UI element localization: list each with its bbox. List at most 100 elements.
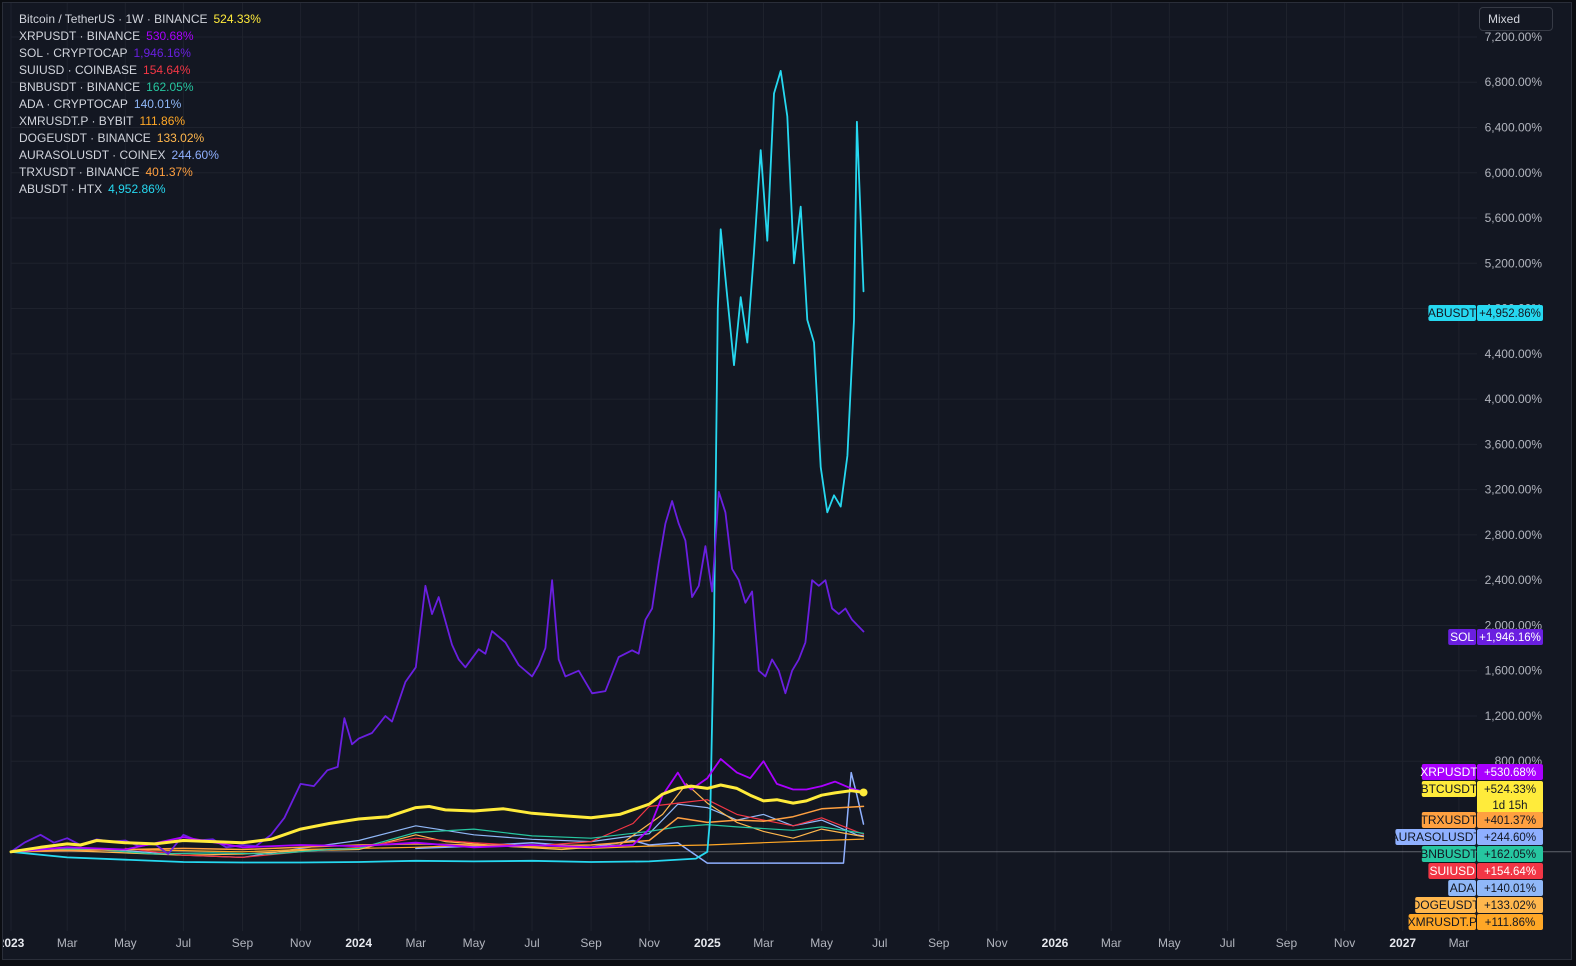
- price-label-value-box: [1477, 897, 1543, 913]
- price-label-xrpusdt[interactable]: XRPUSDT +530.68%: [1420, 764, 1543, 780]
- price-label-name: XMRUSDT.P: [1408, 915, 1477, 929]
- price-label-value: +162.05%: [1484, 849, 1536, 861]
- price-label-trxusdt[interactable]: TRXUSDT +401.37%: [1421, 812, 1543, 828]
- scale-mode-button[interactable]: Mixed: [1479, 7, 1553, 31]
- price-label-name-box: [1428, 305, 1476, 321]
- price-label-name-box: [1421, 846, 1476, 862]
- x-tick-label: Mar: [57, 936, 78, 950]
- y-tick-label: 6,400.00%: [1485, 120, 1543, 134]
- legend-row-aurasol[interactable]: AURASOLUSDT · COINEX 244.60%: [19, 147, 261, 164]
- series-line-bnbusdt[interactable]: [10, 823, 865, 855]
- legend-symbol: Bitcoin / TetherUS · 1W · BINANCE: [19, 12, 208, 26]
- x-tick-label: Sep: [1276, 936, 1298, 950]
- legend-symbol: XRPUSDT · BINANCE: [19, 29, 141, 43]
- x-tick-label: 2027: [1389, 936, 1416, 950]
- x-tick-label: Mar: [1449, 936, 1470, 950]
- legend-value: 4,952.86%: [108, 182, 166, 196]
- price-label-xmrusdt.p[interactable]: XMRUSDT.P +111.86%: [1408, 914, 1543, 930]
- x-tick-label: Sep: [928, 936, 950, 950]
- price-label-ada[interactable]: ADA +140.01%: [1448, 880, 1543, 896]
- price-labels: ABUSDT +4,952.86% SOL +1,946.16% XRPUSDT +530…: [1391, 305, 1543, 930]
- series-line-sol[interactable]: [10, 490, 865, 855]
- price-label-name-box: [1395, 829, 1476, 845]
- price-label-btcusdt[interactable]: BTCUSDT +524.33% 1d 15h: [1421, 781, 1543, 813]
- series-line-xmrusdt[interactable]: [10, 838, 865, 853]
- series-layer: [9, 70, 868, 864]
- legend-row-sui[interactable]: SUIUSD · COINBASE 154.64%: [19, 62, 261, 79]
- price-label-name: BTCUSDT: [1421, 782, 1478, 796]
- price-label-value-box: [1477, 764, 1543, 780]
- price-label-suiusd[interactable]: SUIUSD +154.64%: [1428, 863, 1543, 879]
- price-label-abusdt[interactable]: ABUSDT +4,952.86%: [1428, 305, 1543, 321]
- price-label-name: XRPUSDT: [1420, 765, 1478, 779]
- legend: Bitcoin / TetherUS · 1W · BINANCE 524.33%…: [19, 11, 261, 198]
- price-label-value-box: [1477, 629, 1543, 645]
- price-label-value-box: [1477, 914, 1543, 930]
- series-line-trxusdt[interactable]: [10, 805, 865, 853]
- legend-symbol: DOGEUSDT · BINANCE: [19, 131, 151, 145]
- price-label-dogeusdt[interactable]: DOGEUSDT +133.02%: [1412, 897, 1543, 913]
- price-label-name-box: [1421, 781, 1476, 797]
- legend-row-bnb[interactable]: BNBUSDT · BINANCE 162.05%: [19, 79, 261, 96]
- y-tick-label: 3,200.00%: [1485, 483, 1543, 497]
- x-tick-label: May: [463, 936, 486, 950]
- legend-row-ada[interactable]: ADA · CRYPTOCAP 140.01%: [19, 96, 261, 113]
- last-price-dot: [859, 788, 868, 797]
- price-label-value: +530.68%: [1484, 767, 1536, 779]
- series-line-abusdt[interactable]: [10, 70, 865, 864]
- price-label-value: +401.37%: [1484, 815, 1536, 827]
- x-tick-label: Mar: [1101, 936, 1122, 950]
- x-tick-label: 2024: [345, 936, 372, 950]
- legend-row-btc[interactable]: Bitcoin / TetherUS · 1W · BINANCE 524.33%: [19, 11, 261, 28]
- y-tick-label: 1,200.00%: [1485, 709, 1543, 723]
- legend-value: 162.05%: [146, 80, 194, 94]
- y-tick-label: 2,400.00%: [1485, 573, 1543, 587]
- legend-value: 111.86%: [139, 114, 186, 128]
- price-label-sol[interactable]: SOL +1,946.16%: [1448, 629, 1543, 645]
- price-label-value-box: [1477, 863, 1543, 879]
- x-tick-label: Mar: [406, 936, 427, 950]
- legend-symbol: XMRUSDT.P · BYBIT: [19, 114, 134, 128]
- y-tick-label: 1,600.00%: [1485, 664, 1543, 678]
- legend-row-sol[interactable]: SOL · CRYPTOCAP 1,946.16%: [19, 45, 261, 62]
- legend-row-xrp[interactable]: XRPUSDT · BINANCE 530.68%: [19, 28, 261, 45]
- price-label-name-box: [1421, 764, 1476, 780]
- price-label-name: BNBUSDT: [1420, 847, 1478, 861]
- price-label-value: +154.64%: [1484, 866, 1536, 878]
- legend-row-trx[interactable]: TRXUSDT · BINANCE 401.37%: [19, 164, 261, 181]
- price-label-name-box: [1408, 914, 1476, 930]
- y-tick-label: 4,400.00%: [1485, 347, 1543, 361]
- x-tick-label: May: [1158, 936, 1181, 950]
- legend-value: 401.37%: [145, 165, 193, 179]
- price-label-bnbusdt[interactable]: BNBUSDT +162.05%: [1420, 846, 1543, 862]
- x-tick-label: Sep: [580, 936, 602, 950]
- x-tick-label: Jul: [1220, 936, 1235, 950]
- legend-row-doge[interactable]: DOGEUSDT · BINANCE 133.02%: [19, 130, 261, 147]
- series-line-xrpusdt[interactable]: [10, 758, 865, 853]
- price-label-name: ADA: [1450, 881, 1475, 895]
- x-tick-label: 2023: [3, 936, 25, 950]
- chart-canvas[interactable]: 800.00%1,200.00%1,600.00%2,000.00%2,400.…: [3, 3, 1571, 959]
- series-line-aurasolusdt[interactable]: [415, 771, 865, 864]
- legend-symbol: BNBUSDT · BINANCE: [19, 80, 141, 94]
- x-tick-label: May: [810, 936, 833, 950]
- bar-countdown: 1d 15h: [1492, 800, 1527, 812]
- price-label-aurasolusdt[interactable]: AURASOLUSDT +244.60%: [1391, 829, 1543, 845]
- y-tick-label: 6,000.00%: [1485, 166, 1543, 180]
- series-line-btcusdt[interactable]: [9, 783, 865, 854]
- y-tick-label: 2,800.00%: [1485, 528, 1543, 542]
- legend-row-ab[interactable]: ABUSDT · HTX 4,952.86%: [19, 181, 261, 198]
- price-label-value-box: [1477, 812, 1543, 828]
- x-tick-label: Jul: [524, 936, 539, 950]
- y-tick-label: 2,000.00%: [1485, 618, 1543, 632]
- price-label-value: +133.02%: [1484, 900, 1536, 912]
- price-label-value: +244.60%: [1484, 832, 1536, 844]
- x-tick-label: Sep: [232, 936, 254, 950]
- y-tick-label: 5,600.00%: [1485, 211, 1543, 225]
- y-tick-label: 5,200.00%: [1485, 256, 1543, 270]
- legend-value: 1,946.16%: [133, 46, 191, 60]
- legend-row-xmr[interactable]: XMRUSDT.P · BYBIT 111.86%: [19, 113, 261, 130]
- y-tick-label: 3,600.00%: [1485, 437, 1543, 451]
- legend-symbol: SUIUSD · COINBASE: [19, 63, 138, 77]
